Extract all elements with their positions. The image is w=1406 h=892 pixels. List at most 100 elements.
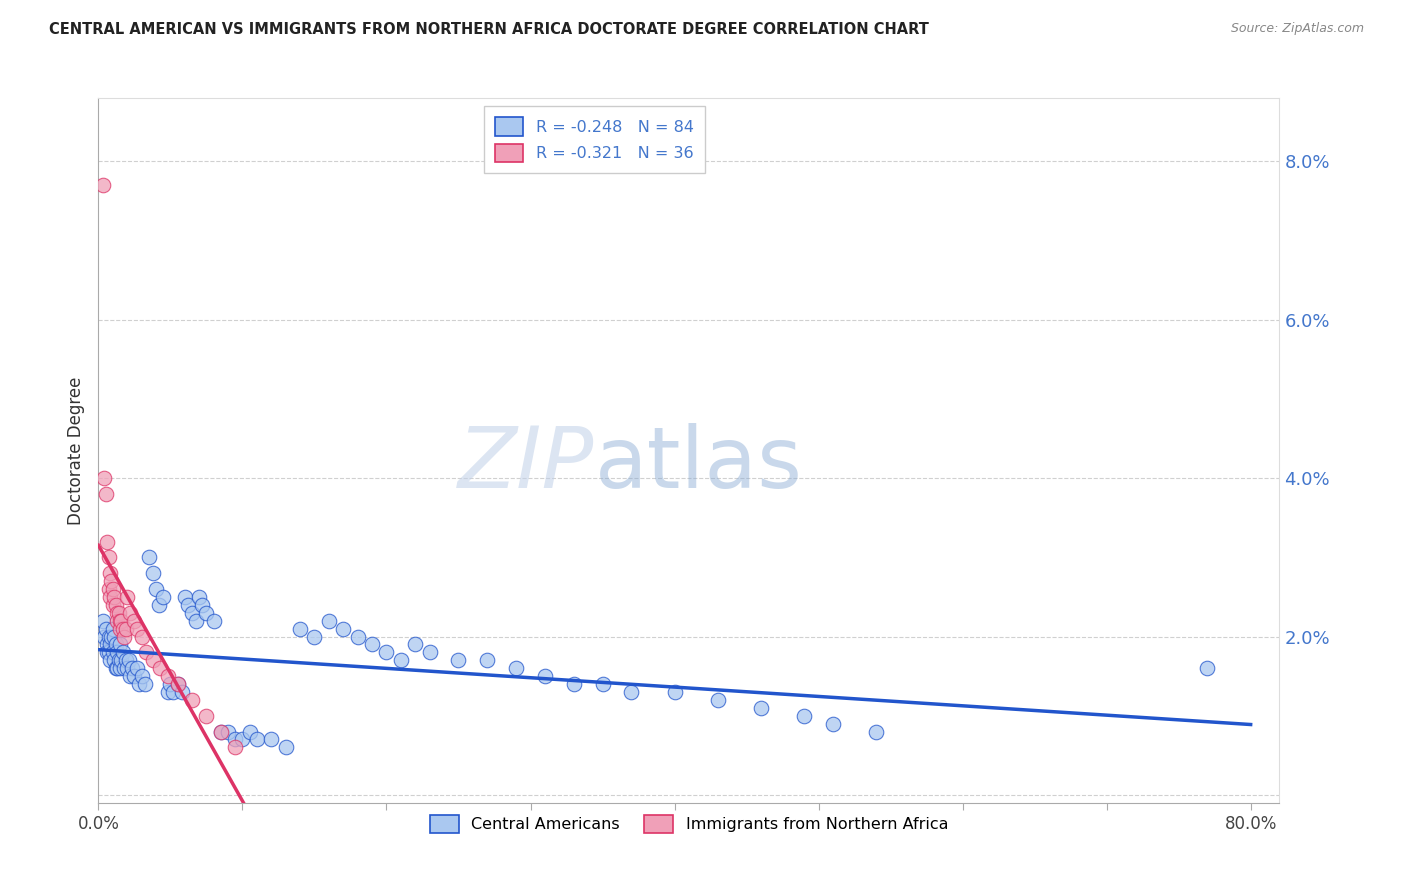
Point [231,732,253,747]
Point [217,724,239,739]
Point [94,622,117,636]
Point [110,614,132,628]
Point [246,732,269,747]
Point [166,677,188,691]
Point [127,622,149,636]
Point [93,630,115,644]
Point [112,661,135,675]
Point [131,630,153,644]
Point [105,661,128,675]
Point [195,708,218,723]
Point [224,740,246,755]
Point [706,693,728,707]
Point [111,622,134,636]
Point [404,637,426,651]
Point [107,653,129,667]
Point [115,590,138,604]
Point [181,693,204,707]
Point [91,614,114,628]
Point [346,630,368,644]
Point [111,645,134,659]
Legend: Central Americans, Immigrants from Northern Africa: Central Americans, Immigrants from North… [419,804,959,844]
Point [447,653,470,667]
Point [156,669,179,683]
Point [93,471,115,485]
Point [118,653,141,667]
Point [108,622,131,636]
Point [865,724,887,739]
Point [108,661,131,675]
Point [100,630,122,644]
Point [149,661,172,675]
Point [103,653,125,667]
Point [375,645,398,659]
Point [332,622,354,636]
Point [170,685,193,699]
Point [98,653,121,667]
Point [96,534,118,549]
Point [107,606,129,620]
Point [274,740,297,755]
Point [505,661,527,675]
Point [101,582,124,596]
Point [186,614,208,628]
Point [195,606,218,620]
Point [96,637,118,651]
Point [94,487,117,501]
Point [104,661,127,675]
Point [97,645,120,659]
Point [98,566,121,581]
Point [793,708,815,723]
Point [177,598,200,612]
Point [105,606,128,620]
Point [98,590,121,604]
Point [103,630,125,644]
Point [159,677,181,691]
Point [120,606,142,620]
Point [304,630,326,644]
Point [142,653,165,667]
Point [127,661,149,675]
Point [101,645,124,659]
Point [114,622,136,636]
Point [419,645,441,659]
Point [562,677,585,691]
Point [97,630,120,644]
Point [181,606,204,620]
Text: atlas: atlas [595,423,803,506]
Point [592,677,614,691]
Point [148,598,170,612]
Point [191,598,214,612]
Point [103,590,125,604]
Point [361,637,384,651]
Point [114,653,136,667]
Point [97,582,120,596]
Point [138,550,160,565]
Point [135,645,157,659]
Point [318,614,340,628]
Point [389,653,412,667]
Point [120,669,142,683]
Point [620,685,643,699]
Point [104,637,127,651]
Point [209,724,232,739]
Point [105,645,128,659]
Text: CENTRAL AMERICAN VS IMMIGRANTS FROM NORTHERN AFRICA DOCTORATE DEGREE CORRELATION: CENTRAL AMERICAN VS IMMIGRANTS FROM NORT… [49,22,929,37]
Point [128,677,150,691]
Point [108,637,131,651]
Point [156,685,179,699]
Point [121,661,143,675]
Point [145,582,167,596]
Text: ZIP: ZIP [458,423,595,506]
Point [134,677,156,691]
Point [124,614,146,628]
Point [534,669,557,683]
Point [115,661,138,675]
Point [101,622,124,636]
Point [104,598,127,612]
Point [110,653,132,667]
Point [112,630,135,644]
Point [288,622,311,636]
Point [173,590,195,604]
Point [821,716,844,731]
